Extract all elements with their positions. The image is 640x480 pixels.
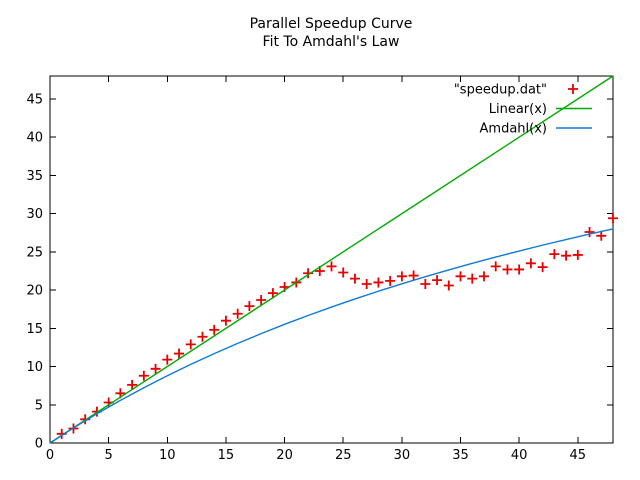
x-tick-label: 20 xyxy=(276,448,293,463)
y-tick-label: 5 xyxy=(35,398,43,413)
data-point-plus xyxy=(525,258,536,269)
y-tick-label: 0 xyxy=(35,437,43,452)
data-point-plus xyxy=(338,267,349,278)
y-tick-label: 10 xyxy=(26,360,43,375)
data-point-plus xyxy=(349,273,360,284)
data-point-plus xyxy=(549,249,560,260)
data-point-plus xyxy=(326,261,337,272)
x-tick-label: 40 xyxy=(511,448,528,463)
x-tick-label: 45 xyxy=(570,448,587,463)
data-point-plus xyxy=(361,278,372,289)
data-point-plus xyxy=(537,262,548,273)
series-line-amdahlx xyxy=(49,228,614,444)
data-point-plus xyxy=(138,370,149,381)
data-point-plus xyxy=(232,308,243,319)
data-point-plus xyxy=(127,379,138,390)
x-tick-label: 0 xyxy=(46,448,54,463)
data-point-plus xyxy=(478,271,489,282)
legend-label: Amdahl(x) xyxy=(480,122,547,137)
data-point-plus xyxy=(420,278,431,289)
data-point-plus xyxy=(443,280,454,291)
data-point-plus xyxy=(584,226,595,237)
data-point-plus xyxy=(209,324,220,335)
data-point-plus xyxy=(174,348,185,359)
data-point-plus xyxy=(572,249,583,260)
data-point-plus xyxy=(561,250,572,261)
data-point-plus xyxy=(502,264,513,275)
plot-border xyxy=(49,75,614,444)
data-point-plus xyxy=(514,264,525,275)
y-tick-label: 30 xyxy=(26,207,43,222)
data-point-plus xyxy=(385,275,396,286)
y-tick-label: 20 xyxy=(26,284,43,299)
data-point-plus xyxy=(197,331,208,342)
series-speedup-points xyxy=(56,213,618,439)
series-line-linearx xyxy=(49,75,614,444)
data-point-plus xyxy=(373,277,384,288)
data-point-plus xyxy=(455,271,466,282)
data-point-plus xyxy=(490,261,501,272)
y-tick-label: 45 xyxy=(26,92,43,107)
y-tick-label: 35 xyxy=(26,169,43,184)
y-tick-label: 40 xyxy=(26,131,43,146)
data-point-plus xyxy=(185,339,196,350)
legend-label: Linear(x) xyxy=(489,102,547,117)
x-tick-label: 10 xyxy=(159,448,176,463)
y-tick-label: 15 xyxy=(26,322,43,337)
legend-marker-plus xyxy=(568,84,578,94)
x-tick-label: 25 xyxy=(335,448,352,463)
data-point-plus xyxy=(267,288,278,299)
data-point-plus xyxy=(408,270,419,281)
data-point-plus xyxy=(608,213,618,224)
y-tick-label: 25 xyxy=(26,245,43,260)
legend: "speedup.dat" Linear(x) Amdahl(x) xyxy=(454,83,592,137)
data-point-plus xyxy=(150,363,161,374)
data-point-plus xyxy=(432,275,443,286)
data-point-plus xyxy=(467,273,478,284)
legend-label: "speedup.dat" xyxy=(454,83,547,98)
data-point-plus xyxy=(244,301,255,312)
data-point-plus xyxy=(162,354,173,365)
x-tick-label: 5 xyxy=(105,448,113,463)
data-point-plus xyxy=(256,295,267,306)
x-tick-label: 35 xyxy=(452,448,469,463)
x-tick-label: 15 xyxy=(218,448,235,463)
data-point-plus xyxy=(396,271,407,282)
chart-title: Parallel Speedup Curve xyxy=(250,16,413,32)
data-point-plus xyxy=(220,315,231,326)
chart-subtitle: Fit To Amdahl's Law xyxy=(263,34,400,50)
data-point-plus xyxy=(596,230,607,241)
x-tick-label: 30 xyxy=(394,448,411,463)
